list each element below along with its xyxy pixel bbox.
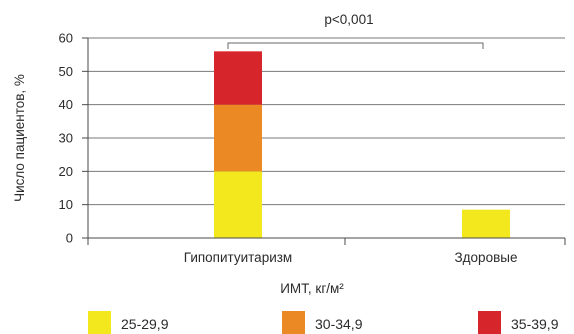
legend-swatch-0 [88,311,111,334]
y-tick-label-10: 10 [59,197,73,212]
legend-swatch-1 [282,311,305,334]
bar-1-series-0 [462,209,510,238]
y-tick-label-20: 20 [59,164,73,179]
axes [87,38,565,239]
legend-label-1: 30-34,9 [315,316,363,332]
bar-0-series-1 [214,104,262,172]
bars-group [214,51,510,238]
bar-0-series-2 [214,51,262,105]
y-tick-labels: 0 10 20 30 40 50 60 [59,31,73,246]
y-tick-label-30: 30 [59,131,73,146]
legend-label-2: 35-39,9 [511,316,559,332]
significance-bracket-line [227,42,484,49]
bar-0-series-0 [214,171,262,238]
y-tick-label-0: 0 [66,231,73,246]
legend-swatch-2 [478,311,501,334]
x-category-label-0: Гипопитуитаризм [184,250,292,265]
x-axis-title: ИМТ, кг/м² [280,281,344,296]
y-tick-label-40: 40 [59,97,73,112]
y-tick-label-60: 60 [59,31,73,46]
significance-label: p<0,001 [324,12,373,27]
legend-label-0: 25-29,9 [121,316,169,332]
gridlines [82,37,565,239]
significance-bracket: p<0,001 [227,12,484,49]
x-tick-labels: Гипопитуитаризм Здоровые [87,238,566,265]
y-axis-title: Число пациентов, % [12,74,27,202]
legend: 25-29,9 30-34,9 35-39,9 [88,311,559,334]
x-category-label-1: Здоровые [455,250,518,265]
y-tick-label-50: 50 [59,64,73,79]
